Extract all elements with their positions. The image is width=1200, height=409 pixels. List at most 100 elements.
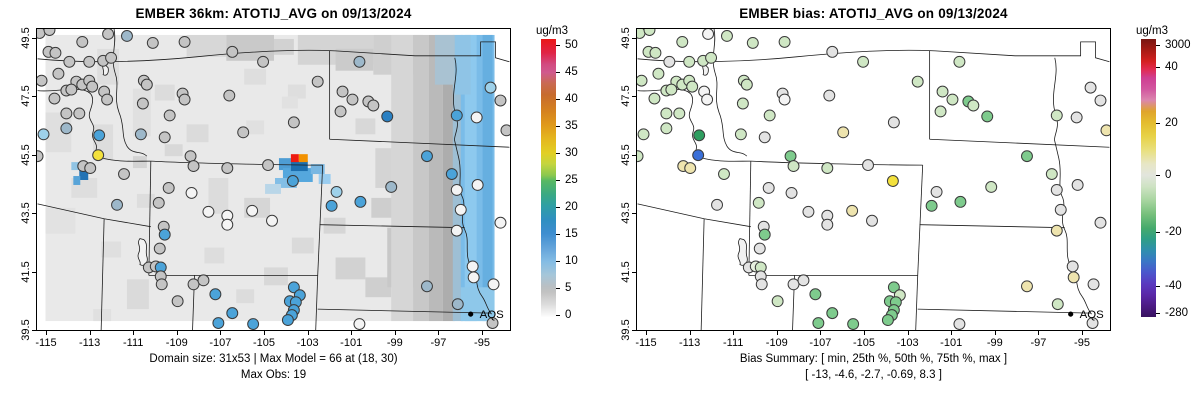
obs-dot: [140, 78, 153, 91]
model-field-cell: [452, 34, 463, 322]
bias-dot: [778, 93, 791, 106]
model-field-cell: [45, 207, 76, 234]
colorbar-tick-label: 0: [565, 309, 572, 321]
obs-dot: [83, 55, 96, 68]
state-border-line: [315, 275, 319, 330]
colorbar-tick: [556, 261, 560, 262]
bias-dot: [660, 122, 673, 135]
state-border-line: [917, 308, 1091, 314]
model-field-cell: [464, 34, 477, 322]
obs-dot: [281, 314, 294, 327]
bias-dot: [753, 242, 766, 255]
bias-dot: [784, 150, 797, 163]
obs-dot: [185, 186, 198, 199]
obs-dot: [171, 295, 184, 308]
x-axis-tick: [951, 331, 953, 335]
obs-dot: [163, 109, 176, 122]
model-colorbar-units: ug/m3: [536, 25, 568, 37]
obs-dot: [353, 318, 366, 330]
obs-dot: [226, 307, 239, 320]
x-axis-tick-label: -95: [1074, 337, 1090, 349]
bias-dot: [953, 318, 966, 330]
obs-dot: [209, 288, 222, 301]
bias-dot: [785, 186, 798, 199]
obs-dot: [336, 85, 349, 98]
model-field-cell: [371, 197, 396, 218]
y-axis-tick-label: 41.5: [20, 260, 32, 283]
obs-dot: [223, 89, 236, 102]
bias-dot: [721, 29, 733, 42]
model-field-cell: [281, 96, 298, 109]
model-field-cell: [246, 120, 265, 135]
colorbar-tick-label: 0: [1165, 169, 1172, 181]
colorbar-tick: [556, 234, 560, 235]
bias-dot: [985, 180, 998, 193]
state-border-line: [637, 88, 751, 162]
y-axis-tick-label: 49.5: [20, 27, 32, 49]
state-border-line: [637, 41, 1110, 63]
model-field-cell: [290, 154, 299, 163]
model-field-cell: [274, 178, 297, 188]
obs-dot: [202, 205, 215, 218]
state-border-line: [150, 160, 323, 166]
bias-dot: [934, 105, 947, 118]
obs-dot: [158, 131, 171, 144]
bias-dot: [866, 214, 878, 227]
colorbar-tick-label: -40: [1165, 280, 1182, 292]
y-axis-tick: [632, 330, 636, 331]
obs-dot: [330, 185, 343, 198]
y-axis-tick-label: 47.5: [20, 85, 32, 108]
y-axis-tick: [632, 213, 636, 215]
x-axis-tick: [264, 331, 265, 335]
colorbar-tick-label: 20: [565, 201, 578, 213]
model-field-cell: [186, 34, 227, 57]
obs-dot: [178, 35, 191, 48]
model-field-cell: [126, 279, 149, 310]
x-axis-tick-label: -105: [852, 337, 876, 349]
obs-dot: [221, 162, 234, 175]
x-axis-tick-label: -109: [765, 337, 788, 349]
colorbar-tick-label: 20: [1165, 117, 1178, 129]
bias-dot: [936, 85, 949, 98]
x-axis-tick-label: -109: [165, 337, 188, 349]
model-field-cell: [265, 183, 281, 194]
bias-dot: [778, 35, 791, 48]
bias-dot: [648, 92, 661, 105]
x-axis-tick: [482, 331, 483, 335]
colorbar-tick-label: 40: [565, 93, 578, 105]
obs-dot: [287, 281, 300, 294]
y-axis-tick-label: 41.5: [620, 260, 632, 283]
model-field-cell: [310, 164, 325, 175]
y-axis-tick-label: 49.5: [620, 27, 632, 49]
model-map-svg: AQS: [37, 29, 510, 330]
bias-dot: [1086, 317, 1099, 330]
x-axis-tick: [220, 331, 222, 335]
obs-dot: [467, 271, 480, 284]
y-axis-tick-label: 43.5: [620, 202, 632, 224]
obs-dot: [187, 278, 200, 291]
model-map-plot: AQS: [36, 28, 511, 331]
x-axis-tick: [689, 331, 691, 335]
obs-dot: [52, 67, 65, 80]
obs-dot: [152, 196, 165, 209]
obs-dot: [257, 55, 270, 68]
model-field-cell: [287, 84, 306, 99]
obs-dot: [136, 97, 149, 110]
model-field-cell: [236, 289, 255, 304]
colorbar-tick-label: 25: [565, 174, 578, 186]
bias-dot: [734, 128, 747, 141]
colorbar-tick-label: 50: [565, 39, 578, 51]
bias-dot: [771, 295, 784, 308]
state-border-line: [919, 224, 1065, 229]
x-axis-tick: [1082, 331, 1083, 335]
obs-dot: [84, 162, 97, 175]
bias-dot: [911, 75, 924, 88]
model-field-cell: [186, 124, 209, 143]
colorbar-tick: [1156, 67, 1160, 68]
bias-dot: [821, 218, 834, 231]
model-field-cell: [454, 34, 471, 95]
state-border-line: [329, 138, 510, 148]
model-field-cell: [101, 241, 122, 258]
bias-dot: [826, 45, 839, 58]
model-field-cell: [335, 257, 366, 280]
